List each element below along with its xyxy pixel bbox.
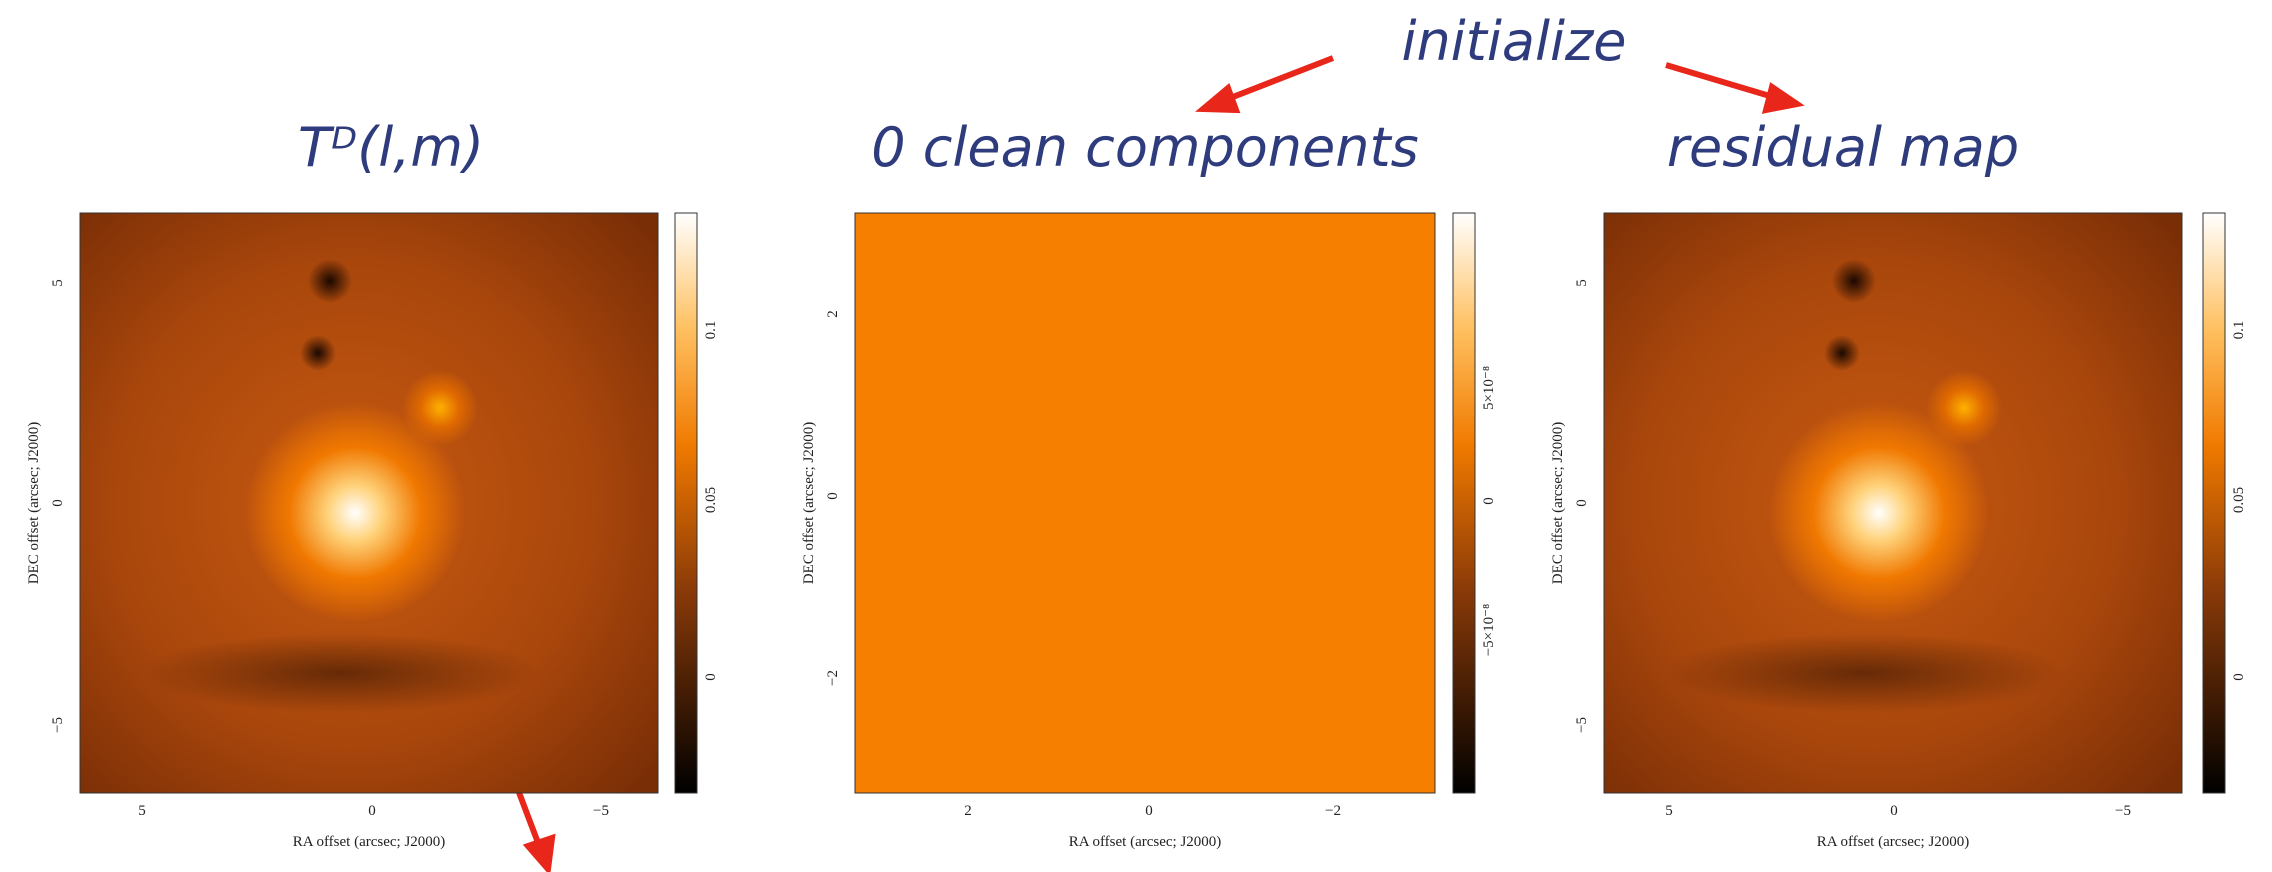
colorbar — [675, 213, 697, 793]
map-image — [80, 213, 658, 793]
colorbar-tick-label: 0.05 — [2231, 487, 2247, 513]
colorbar-tick-label: 0 — [1481, 497, 1497, 505]
y-axis-label: DEC offset (arcsec; J2000) — [1550, 422, 1566, 585]
x-tick-label: −2 — [1325, 803, 1341, 819]
panel-title: 0 clean components — [871, 116, 1419, 179]
panel-title: Tᴰ(l,m) — [298, 116, 484, 179]
x-axis-label: RA offset (arcsec; J2000) — [1069, 834, 1222, 850]
y-axis-label: DEC offset (arcsec; J2000) — [26, 422, 42, 585]
y-tick-label: −5 — [1574, 717, 1590, 733]
header-label: initialize — [1401, 10, 1626, 73]
y-tick-label: 0 — [50, 499, 66, 507]
y-tick-label: −2 — [825, 670, 841, 686]
y-tick-label: 5 — [50, 279, 66, 287]
colorbar-tick-label: 0.1 — [2231, 321, 2247, 340]
colorbar-tick-label: 5×10⁻⁸ — [1481, 366, 1497, 410]
y-tick-label: 0 — [1574, 499, 1590, 507]
y-tick-label: 2 — [825, 310, 841, 318]
x-tick-label: 2 — [964, 803, 972, 819]
x-axis-label: RA offset (arcsec; J2000) — [1817, 834, 1970, 850]
panel-title: residual map — [1667, 116, 2019, 179]
x-tick-label: −5 — [593, 803, 609, 819]
x-tick-label: 0 — [368, 803, 376, 819]
y-axis-label: DEC offset (arcsec; J2000) — [801, 422, 817, 585]
slide: initialize Tᴰ(l,m) RA offset (arcsec; J20… — [0, 0, 2272, 872]
colorbar-tick-label: 0.1 — [703, 321, 719, 340]
x-tick-label: −5 — [2115, 803, 2131, 819]
x-tick-label: 0 — [1890, 803, 1898, 819]
colorbar-tick-label: 0.05 — [703, 487, 719, 513]
x-tick-label: 0 — [1145, 803, 1153, 819]
x-tick-label: 5 — [138, 803, 146, 819]
x-tick-label: 5 — [1665, 803, 1673, 819]
colorbar-tick-label: 0 — [2231, 673, 2247, 681]
colorbar-tick-label: 0 — [703, 673, 719, 681]
colorbar-tick-label: −5×10⁻⁸ — [1481, 604, 1497, 657]
map-image — [855, 213, 1435, 793]
y-tick-label: −5 — [50, 717, 66, 733]
y-tick-label: 0 — [825, 492, 841, 500]
map-image — [1604, 213, 2182, 793]
colorbar — [2203, 213, 2225, 793]
x-axis-label: RA offset (arcsec; J2000) — [293, 834, 446, 850]
y-tick-label: 5 — [1574, 279, 1590, 287]
colorbar — [1453, 213, 1475, 793]
